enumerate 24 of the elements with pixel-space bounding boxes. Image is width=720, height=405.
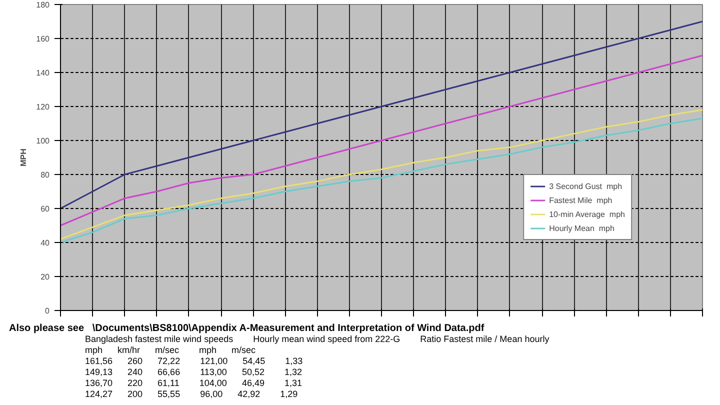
y-tick-label: 100 — [36, 136, 50, 146]
text: 161,56 260 72,22 121,00 54,45 1,33 — [85, 356, 304, 367]
line-series — [60, 20, 702, 210]
text: 136,70 220 61,11 104,00 46,49 1,31 — [85, 378, 303, 389]
legend-label: Fastest Mile mph — [549, 195, 612, 205]
y-tick-label: 20 — [40, 272, 50, 282]
text: 149,13 240 66,66 113,00 50,52 1,32 — [85, 367, 303, 378]
y-tick-label: 180 — [36, 0, 50, 10]
y-tick-label: 120 — [36, 102, 50, 112]
text: mph km/hr m/sec mph m/sec — [85, 345, 257, 356]
y-tick-label: 60 — [40, 204, 50, 214]
y-tick-label: 0 — [45, 306, 50, 316]
y-tick-label: 80 — [40, 170, 50, 180]
y-tick-label: 40 — [40, 238, 50, 248]
legend-label: 3 Second Gust mph — [549, 181, 622, 191]
text: Bangladesh fastest mile wind speeds Hourly mean wind speed from 222-G Ratio Fastest mile / Mean hourly — [85, 334, 550, 345]
legend-label: 10-min Average mph — [549, 209, 625, 219]
y-tick-label: 160 — [36, 34, 50, 44]
text: 124,27 200 55,55 96,00 42,92 1,29 — [85, 389, 299, 400]
y-tick-label: 140 — [36, 68, 50, 78]
legend-label: Hourly Mean mph — [549, 223, 614, 233]
y-axis-title: MPH — [19, 148, 28, 166]
line-series — [60, 54, 702, 226]
text: Also please see \Documents\BS8100\Appendix A-Measurement and Interpretation of Wind Data.pdf — [9, 323, 486, 334]
